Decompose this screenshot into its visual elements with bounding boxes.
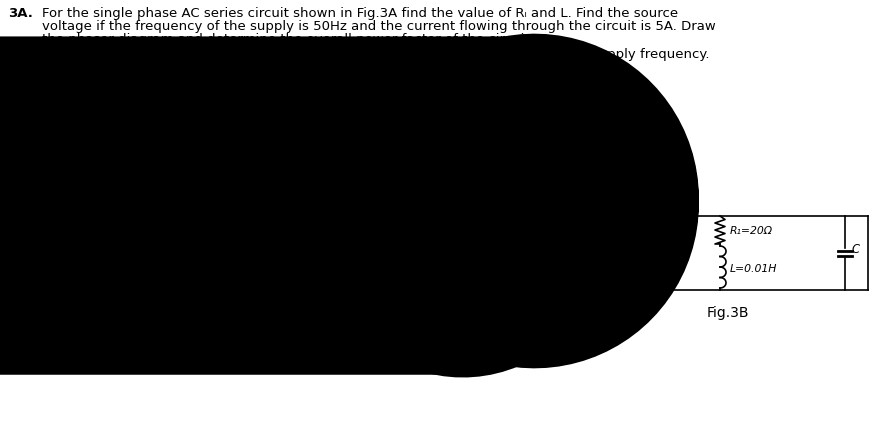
Text: $\overline{V}$,50Hz   Fig.3A: $\overline{V}$,50Hz Fig.3A <box>253 306 337 323</box>
Text: 3B.: 3B. <box>8 48 32 61</box>
Text: R=1Ω: R=1Ω <box>623 200 655 209</box>
Text: L: L <box>235 200 241 209</box>
Text: V₂=80V: V₂=80V <box>187 191 229 201</box>
Text: 200V: 200V <box>550 243 578 252</box>
Text: the phasor diagram and determine the overall power factor of the circuit.: the phasor diagram and determine the ove… <box>42 33 534 46</box>
Text: For the single phase AC series circuit shown in Fig.3A find the value of Rₗ and : For the single phase AC series circuit s… <box>42 7 678 20</box>
Text: voltage if the frequency of the supply is 50Hz and the current flowing through t: voltage if the frequency of the supply i… <box>42 20 716 33</box>
Text: Fig.3B: Fig.3B <box>707 305 749 319</box>
Text: R₁=20Ω: R₁=20Ω <box>730 226 773 236</box>
Text: R=10Ω: R=10Ω <box>95 200 134 209</box>
Text: V₁=100V: V₁=100V <box>183 233 232 243</box>
Text: C: C <box>852 243 860 256</box>
Text: Find the total impedance z and total current I at the resonance.: Find the total impedance z and total cur… <box>42 61 466 74</box>
Text: 3A.: 3A. <box>8 7 33 20</box>
Text: Rₗ: Rₗ <box>172 200 182 209</box>
Text: $\overline{I}$: $\overline{I}$ <box>579 193 584 208</box>
Text: L=0.01H: L=0.01H <box>730 263 778 273</box>
Text: 50Hz: 50Hz <box>550 254 578 265</box>
Text: C=100μF: C=100μF <box>294 208 344 219</box>
Text: 5A: 5A <box>59 239 74 252</box>
Text: For a single phase AC circuit shown in Fig.3B. Find C for resonance to occur at : For a single phase AC circuit shown in F… <box>42 48 710 61</box>
